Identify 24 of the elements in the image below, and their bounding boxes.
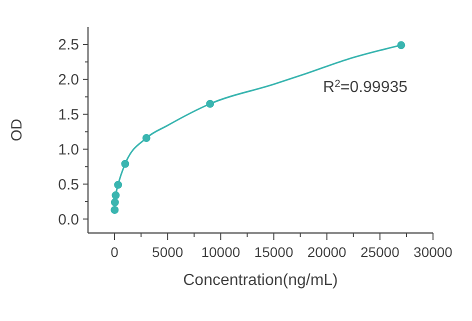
point <box>110 198 119 206</box>
point <box>110 206 119 214</box>
y-tick-label: 2.0 <box>58 72 79 89</box>
x-tick-label: 15000 <box>254 244 294 260</box>
point <box>206 100 214 108</box>
y-tick-label: 2.5 <box>58 36 79 54</box>
point <box>142 134 150 142</box>
point <box>397 41 406 50</box>
point <box>121 160 130 168</box>
point <box>114 180 122 189</box>
x-tick-label: 0 <box>110 244 119 260</box>
x-tick-label: 10000 <box>201 244 240 260</box>
x-axis-title: Concentration(ng/mL) <box>183 272 338 289</box>
annotation: R$^{2}$=0.99935 <box>323 78 408 96</box>
y-tick-label: 0.5 <box>58 176 79 194</box>
point <box>112 191 120 200</box>
y-tick-label: 0.0 <box>58 211 79 228</box>
x-tick-label: 5000 <box>152 244 184 260</box>
y-tick-label: 1.0 <box>58 141 79 158</box>
x-tick-label: 20000 <box>307 244 347 260</box>
y-tick-label: 1.5 <box>58 106 79 124</box>
x-tick-label: 25000 <box>360 244 400 260</box>
x-tick-label: 30000 <box>414 244 453 260</box>
y-axis-title: OD <box>8 118 26 142</box>
